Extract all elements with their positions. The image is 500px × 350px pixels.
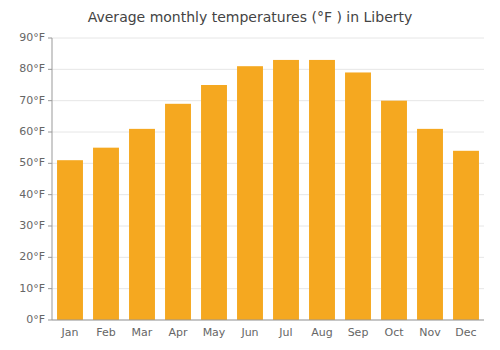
y-tick xyxy=(48,38,52,39)
bar xyxy=(273,60,299,320)
x-tick-label: Aug xyxy=(311,326,332,339)
y-axis: 0°F 10°F 20°F 30°F 40°F 50°F 60°F 70°F 80°F 90°F xyxy=(19,31,52,326)
title: Average monthly temperatures (°F ) in Li… xyxy=(88,9,413,25)
grid-line xyxy=(52,320,484,321)
chart-container: 0°F 10°F 20°F 30°F 40°F 50°F 60°F 70°F 80°F 90°F J… xyxy=(0,0,500,350)
y-tick xyxy=(48,288,52,289)
y-tick-label: 40°F xyxy=(19,188,45,201)
x-tick-label: Jan xyxy=(61,326,79,339)
y-axis-line xyxy=(52,38,53,320)
grid-line xyxy=(52,100,484,101)
x-tick-label: Jun xyxy=(240,326,258,339)
bar xyxy=(417,129,443,320)
y-tick xyxy=(48,226,52,227)
bars xyxy=(57,60,479,320)
y-tick xyxy=(48,69,52,70)
x-axis-line xyxy=(52,320,484,321)
x-axis: Jan Feb Mar Apr May Jun Jul Aug Sep Oct Nov Dec xyxy=(52,320,484,339)
y-tick-label: 80°F xyxy=(19,62,45,75)
x-tick-label: Sep xyxy=(348,326,369,339)
bar xyxy=(57,160,83,320)
y-tick xyxy=(48,132,52,133)
x-tick-label: Nov xyxy=(419,326,441,339)
bar xyxy=(381,101,407,320)
y-tick-label: 10°F xyxy=(19,282,45,295)
bar xyxy=(237,66,263,320)
chart: 0°F 10°F 20°F 30°F 40°F 50°F 60°F 70°F 80°F 90°F J… xyxy=(0,0,500,350)
bar xyxy=(453,151,479,320)
y-tick xyxy=(48,320,52,321)
bar xyxy=(201,85,227,320)
x-tick-label: Oct xyxy=(384,326,404,339)
bar xyxy=(93,148,119,320)
bar xyxy=(129,129,155,320)
grid-line xyxy=(52,38,484,39)
x-tick-label: Dec xyxy=(455,326,476,339)
bar xyxy=(309,60,335,320)
y-tick-label: 0°F xyxy=(26,313,45,326)
y-tick xyxy=(48,163,52,164)
x-tick-label: Jul xyxy=(278,326,292,339)
y-tick-label: 60°F xyxy=(19,125,45,138)
y-tick-label: 90°F xyxy=(19,31,45,44)
y-tick xyxy=(48,257,52,258)
grid-line xyxy=(52,69,484,70)
y-tick-label: 70°F xyxy=(19,94,45,107)
y-tick-label: 30°F xyxy=(19,219,45,232)
y-tick xyxy=(48,194,52,195)
y-tick-label: 50°F xyxy=(19,156,45,169)
grid xyxy=(52,38,484,320)
bar xyxy=(165,104,191,320)
x-tick-label: Feb xyxy=(96,326,115,339)
y-tick-label: 20°F xyxy=(19,250,45,263)
x-tick-label: Mar xyxy=(132,326,153,339)
bar xyxy=(345,72,371,320)
x-tick-label: May xyxy=(203,326,226,339)
x-tick-label: Apr xyxy=(168,326,188,339)
y-tick xyxy=(48,100,52,101)
